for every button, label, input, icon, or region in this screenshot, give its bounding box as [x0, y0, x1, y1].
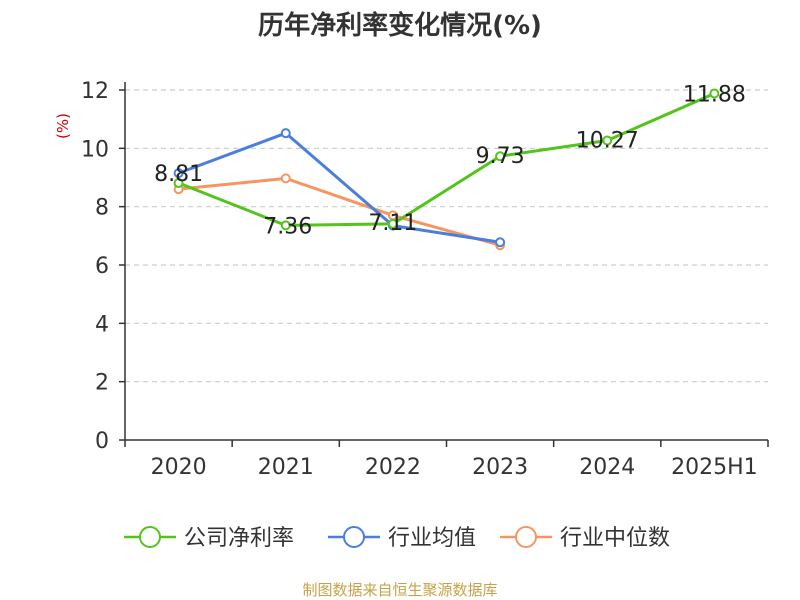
data-point	[173, 168, 184, 179]
x-tick-label: 2024	[579, 455, 635, 480]
data-point	[495, 237, 506, 248]
source-note: 制图数据来自恒生聚源数据库	[302, 581, 497, 599]
legend: 公司净利率 行业均值 行业中位数	[124, 526, 670, 551]
legend-label: 行业均值	[388, 526, 476, 551]
axes: 0 2 4 6 8 10 12 2020 2021 2022 2023 2024 2025H1	[81, 79, 769, 480]
data-labels: 8.81 7.36 7.11 9.73 10.27 11.88	[154, 83, 746, 240]
series-line	[177, 131, 502, 244]
legend-marker	[343, 526, 365, 548]
data-label: 10.27	[576, 128, 639, 153]
x-tick-label: 2023	[472, 455, 528, 480]
x-tick-label: 2021	[258, 455, 314, 480]
legend-label: 行业中位数	[560, 526, 670, 551]
data-label: 9.73	[476, 144, 525, 169]
data-point	[280, 128, 291, 139]
data-point	[280, 220, 291, 231]
grid-lines	[125, 89, 768, 383]
chart-title: 历年净利率变化情况(%)	[258, 10, 542, 41]
y-tick-label: 2	[95, 371, 109, 396]
data-point	[173, 178, 184, 189]
x-tick-label: 2020	[151, 455, 207, 480]
data-point	[602, 135, 613, 146]
data-point	[709, 88, 720, 99]
y-tick-label: 6	[95, 254, 109, 279]
data-label: 11.88	[683, 83, 746, 108]
data-label: 7.36	[263, 214, 312, 239]
y-tick-label: 0	[95, 429, 109, 454]
x-tick-label: 2025H1	[671, 455, 758, 480]
series-line	[177, 176, 502, 247]
y-axis-unit: (%)	[54, 113, 72, 139]
data-point	[387, 218, 398, 229]
y-tick-label: 8	[95, 196, 109, 221]
legend-marker	[139, 526, 161, 548]
series-lines	[173, 88, 720, 251]
legend-label: 公司净利率	[184, 526, 294, 551]
y-tick-label: 4	[95, 312, 109, 337]
data-label: 8.81	[154, 162, 203, 187]
x-tick-label: 2022	[365, 455, 421, 480]
y-tick-label: 12	[81, 79, 109, 104]
y-tick-label: 10	[81, 137, 109, 162]
data-label: 7.11	[368, 211, 417, 236]
series-line	[177, 92, 716, 227]
data-point	[495, 151, 506, 162]
legend-marker	[515, 526, 537, 548]
data-point	[280, 173, 291, 184]
